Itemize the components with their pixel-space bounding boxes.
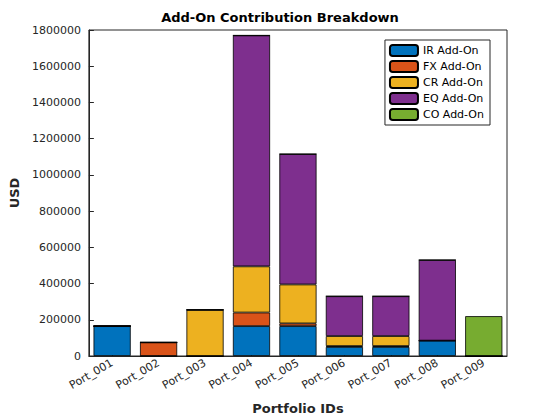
svg-text:1600000: 1600000 — [32, 60, 81, 73]
svg-text:EQ Add-On: EQ Add-On — [423, 92, 483, 105]
svg-text:IR Add-On: IR Add-On — [423, 44, 479, 57]
svg-text:400000: 400000 — [39, 277, 81, 290]
svg-text:600000: 600000 — [39, 241, 81, 254]
svg-text:CO Add-On: CO Add-On — [423, 108, 484, 121]
svg-text:Port_008: Port_008 — [392, 356, 440, 391]
svg-text:1000000: 1000000 — [32, 168, 81, 181]
svg-text:CR Add-On: CR Add-On — [423, 76, 483, 89]
svg-text:1800000: 1800000 — [32, 24, 81, 37]
svg-text:USD: USD — [7, 177, 22, 208]
svg-text:FX Add-On: FX Add-On — [423, 60, 482, 73]
svg-text:Portfolio IDs: Portfolio IDs — [252, 401, 344, 416]
svg-text:200000: 200000 — [39, 313, 81, 326]
svg-text:1400000: 1400000 — [32, 96, 81, 109]
svg-text:Add-On Contribution Breakdown: Add-On Contribution Breakdown — [161, 10, 399, 25]
svg-text:Port_001: Port_001 — [67, 356, 115, 391]
svg-text:0: 0 — [74, 350, 81, 363]
svg-text:Port_009: Port_009 — [439, 356, 487, 391]
svg-text:Port_002: Port_002 — [114, 356, 162, 391]
svg-text:800000: 800000 — [39, 205, 81, 218]
svg-text:1200000: 1200000 — [32, 132, 81, 145]
svg-text:Port_005: Port_005 — [253, 356, 301, 391]
svg-text:Port_003: Port_003 — [160, 356, 208, 391]
svg-text:Port_004: Port_004 — [206, 356, 254, 391]
svg-text:Port_006: Port_006 — [299, 356, 347, 391]
svg-text:Port_007: Port_007 — [346, 356, 394, 391]
